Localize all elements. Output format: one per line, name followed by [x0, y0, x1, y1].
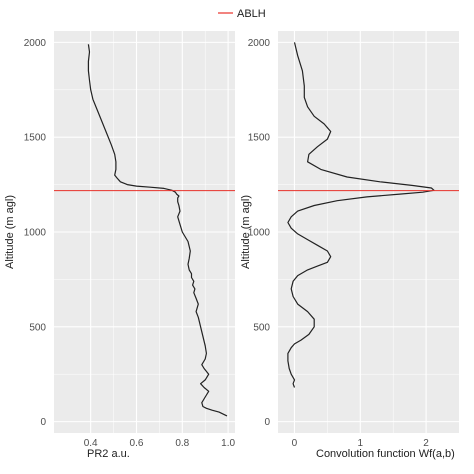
right-panel-grid [278, 31, 459, 433]
right-panel: 0 500 1000 1500 2000 0 1 2 Convolution f… [240, 31, 459, 460]
left-y-tick-label: 0 [40, 417, 46, 428]
left-x-tick-label: 1.0 [221, 438, 235, 449]
left-x-tick-label: 0.8 [175, 438, 189, 449]
right-x-tick-label: 0 [292, 438, 298, 449]
right-y-axis-title: Altitude (m agl) [240, 195, 252, 269]
right-y-tick-label: 500 [253, 322, 270, 333]
right-y-tick-label: 1500 [248, 133, 271, 144]
left-x-tick-label: 0.4 [84, 438, 98, 449]
right-profile-line [287, 42, 435, 388]
right-x-tick-label: 1 [357, 438, 363, 449]
left-y-tick-label: 1500 [24, 133, 47, 144]
legend: ABLH [218, 8, 266, 20]
left-y-tick-label: 1000 [24, 228, 47, 239]
legend-ablh-label: ABLH [237, 8, 266, 20]
left-x-tick-label: 0.6 [130, 438, 144, 449]
right-x-axis-title: Convolution function Wf(a,b) [316, 448, 455, 460]
left-y-ticks: 0 500 1000 1500 2000 [24, 38, 47, 428]
left-y-tick-label: 500 [29, 322, 46, 333]
left-y-axis-title: Altitude (m agl) [4, 195, 16, 269]
right-x-tick-label: 2 [423, 438, 429, 449]
left-profile-line [87, 44, 228, 417]
right-y-tick-label: 0 [264, 417, 270, 428]
left-x-ticks: 0.4 0.6 0.8 1.0 [84, 438, 236, 449]
right-y-tick-label: 1000 [248, 228, 271, 239]
right-x-ticks: 0 1 2 [292, 438, 430, 449]
left-x-axis-title: PR2 a.u. [87, 448, 130, 460]
right-y-ticks: 0 500 1000 1500 2000 [248, 38, 271, 428]
right-y-tick-label: 2000 [248, 38, 271, 49]
left-panel: 0 500 1000 1500 2000 0.4 0.6 0.8 1.0 PR2… [4, 31, 236, 460]
left-y-tick-label: 2000 [24, 38, 47, 49]
